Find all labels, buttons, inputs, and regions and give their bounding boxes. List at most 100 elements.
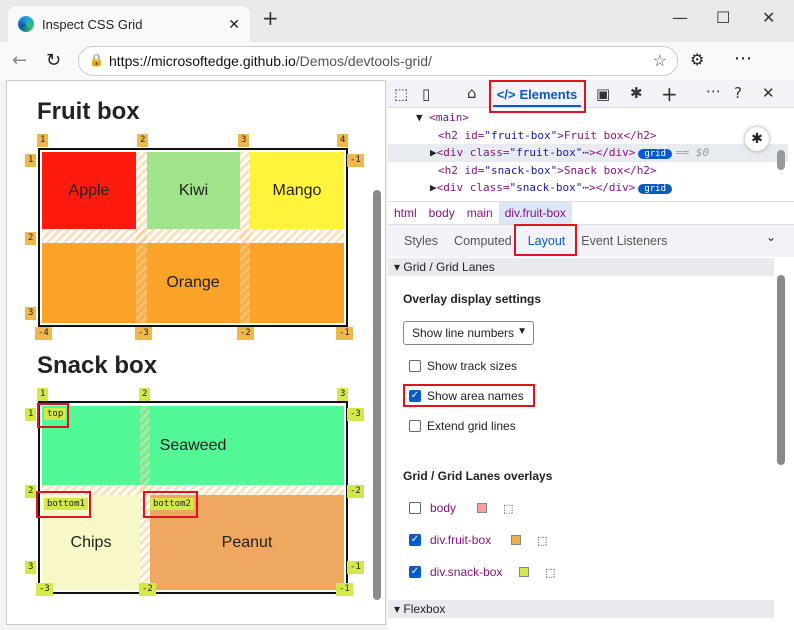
breadcrumb-html[interactable]: html: [394, 206, 417, 220]
close-window-icon[interactable]: ✕: [762, 8, 776, 27]
overlay-checkbox[interactable]: [409, 502, 421, 514]
breadcrumb-div-fruit-box[interactable]: div.fruit-box: [498, 202, 572, 224]
favorite-star-icon[interactable]: ☆: [652, 53, 667, 70]
grid-section-title: Grid / Grid Lanes: [403, 260, 495, 274]
tab-event-listeners[interactable]: Event Listeners: [581, 234, 668, 248]
console-icon[interactable]: ▣: [596, 85, 611, 103]
breadcrumb-main[interactable]: main: [466, 206, 493, 220]
accessibility-icon[interactable]: ✱: [745, 127, 769, 151]
attr-value: "fruit-box": [484, 128, 558, 142]
dom-node[interactable]: ▶<div class="fruit-box"⋯></div> grid == $0: [388, 144, 788, 162]
grid-cell-peanut: Peanut: [150, 495, 344, 590]
tab-computed[interactable]: Computed: [454, 234, 512, 248]
refresh-icon[interactable]: ↻: [46, 50, 62, 71]
tab-styles[interactable]: Styles: [404, 234, 439, 248]
flexbox-section-header[interactable]: ▾ Flexbox: [388, 600, 774, 618]
fruit-box-heading: Fruit box: [37, 98, 140, 125]
layout-scrollbar[interactable]: [777, 275, 785, 465]
tab-elements[interactable]: </> Elements: [493, 83, 581, 107]
close-devtools-icon[interactable]: ✕: [762, 84, 775, 102]
color-swatch[interactable]: [511, 535, 521, 545]
extensions-icon[interactable]: ⚙: [690, 50, 705, 69]
welcome-home-icon[interactable]: ⌂: [467, 84, 477, 102]
highlight-element-icon[interactable]: ⬚: [503, 502, 514, 515]
back-icon[interactable]: ←: [12, 50, 28, 71]
tag-text: <main>: [429, 111, 469, 124]
maximize-icon[interactable]: ☐: [716, 8, 731, 27]
ellipsis-icon[interactable]: ⋯: [582, 181, 589, 194]
expand-arrow-icon[interactable]: ▶: [430, 181, 437, 194]
grid-cell-kiwi: Kiwi: [147, 152, 240, 229]
grid-gap: [42, 229, 344, 243]
breadcrumb-body[interactable]: body: [428, 206, 455, 220]
line-numbers-select[interactable]: Show line numbers ▼: [403, 321, 534, 345]
overlay-checkbox[interactable]: ✓: [409, 534, 421, 546]
grid-gap: [42, 485, 344, 495]
select-value: Show line numbers: [412, 326, 515, 340]
tag-close: ></div>: [588, 181, 636, 194]
page-scrollbar[interactable]: [373, 190, 381, 600]
line-number-label: 4: [337, 134, 349, 147]
chevron-down-icon[interactable]: ⌄: [766, 230, 777, 244]
new-tab-icon[interactable]: +: [262, 6, 279, 30]
inspect-icon[interactable]: ⬚: [394, 85, 409, 103]
line-number-label: -1: [336, 327, 353, 340]
help-icon[interactable]: ?: [734, 84, 742, 102]
area-name-label: top: [44, 408, 67, 420]
customize-menu-icon[interactable]: ⋯: [706, 82, 721, 100]
dom-node[interactable]: ▼ <main>: [388, 109, 788, 127]
expand-arrow-icon[interactable]: ▶: [430, 146, 437, 159]
devtools-panel: [388, 80, 794, 630]
tag-open: <h2 id=: [438, 128, 485, 142]
grid-cell-mango: Mango: [250, 152, 344, 229]
tag-open: <div class=: [436, 146, 510, 159]
more-icon[interactable]: ⋯: [734, 48, 752, 69]
overlay-label: div.snack-box: [430, 565, 503, 579]
overlay-checkbox[interactable]: ✓: [409, 566, 421, 578]
code-icon: </>: [496, 86, 516, 102]
line-number-label: 1: [25, 408, 37, 421]
line-number-label: 3: [337, 388, 349, 401]
tab-layout[interactable]: Layout: [527, 234, 566, 248]
dom-node[interactable]: ▶<div class="snack-box"⋯></div> grid: [388, 179, 788, 197]
grid-cell-apple: Apple: [42, 152, 136, 229]
dom-node[interactable]: <h2 id="snack-box">Snack box</h2>: [388, 162, 788, 180]
attr-value: "snack-box": [509, 181, 583, 194]
grid-badge[interactable]: grid: [638, 184, 673, 194]
checkbox[interactable]: [409, 420, 421, 432]
dropdown-arrow-icon: ▼: [517, 326, 527, 337]
highlight-element-icon[interactable]: ⬚: [537, 534, 548, 547]
line-number-label: -1: [347, 154, 364, 167]
minimize-icon[interactable]: —: [672, 8, 688, 27]
grid-gap: [240, 152, 250, 323]
color-swatch[interactable]: [519, 567, 529, 577]
url-input[interactable]: 🔒 https://microsoftedge.github.io/Demos/…: [78, 46, 678, 76]
checkbox[interactable]: [409, 360, 421, 372]
highlight-element-icon[interactable]: ⬚: [545, 566, 556, 579]
dom-node[interactable]: <h2 id="fruit-box">Fruit box</h2>: [388, 127, 788, 145]
line-number-label: -3: [36, 583, 53, 596]
line-number-label: 2: [25, 232, 37, 245]
grid-section-header[interactable]: ▾ Grid / Grid Lanes: [388, 258, 774, 276]
grid-cell-seaweed: Seaweed: [42, 406, 344, 485]
close-tab-icon[interactable]: ✕: [228, 15, 240, 32]
device-emulation-icon[interactable]: ▯: [422, 85, 431, 103]
devtools-toolbar: [388, 80, 794, 108]
url-path: /Demos/devtools-grid/: [295, 53, 432, 69]
expand-arrow-icon[interactable]: ▼: [416, 111, 430, 124]
highlight-box: [37, 403, 69, 428]
dom-scrollbar[interactable]: [777, 150, 785, 170]
checkbox[interactable]: ✓: [409, 390, 421, 402]
bug-icon[interactable]: ✱: [630, 84, 643, 102]
checkbox-label: Show track sizes: [427, 359, 518, 373]
selected-marker: == $0: [676, 146, 710, 159]
line-number-label: 2: [137, 134, 149, 147]
grid-cell-chips: Chips: [42, 495, 140, 590]
lock-icon: 🔒: [89, 53, 104, 67]
more-tools-plus-icon[interactable]: +: [661, 82, 678, 106]
browser-tab[interactable]: Inspect CSS Grid ✕: [8, 6, 250, 42]
tag-open: <h2 id=: [438, 163, 485, 177]
grid-badge[interactable]: grid: [638, 149, 673, 159]
ellipsis-icon[interactable]: ⋯: [582, 146, 589, 159]
color-swatch[interactable]: [477, 503, 487, 513]
